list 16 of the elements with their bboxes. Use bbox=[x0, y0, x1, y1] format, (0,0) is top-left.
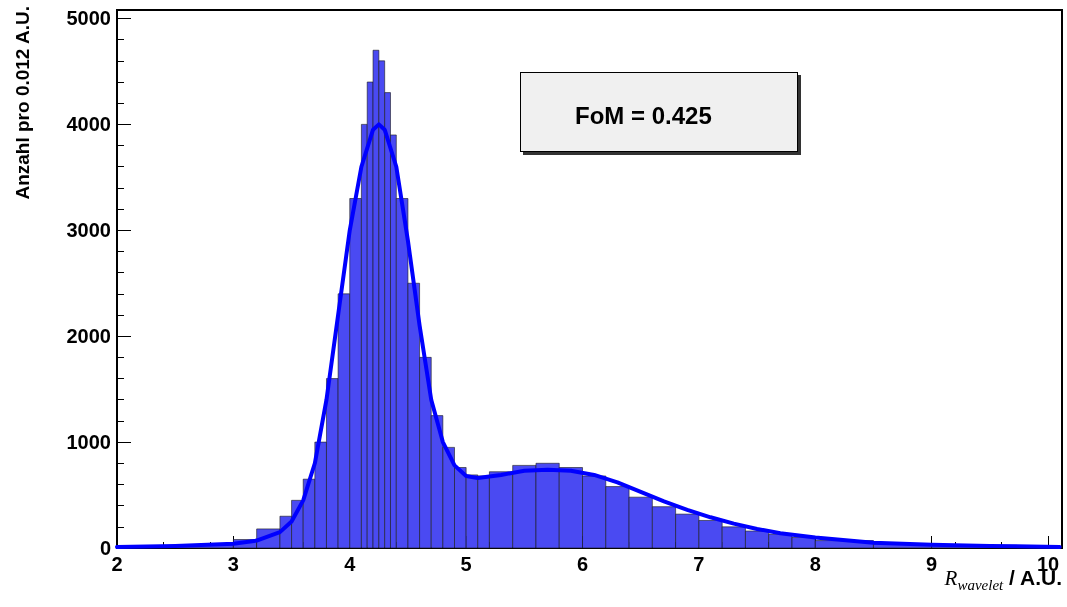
y-tick-label: 4000 bbox=[66, 113, 111, 136]
y-tick-label: 5000 bbox=[66, 7, 111, 30]
y-tick-label: 1000 bbox=[66, 431, 111, 454]
x-tick-label: 2 bbox=[111, 553, 123, 575]
annotation: FoM = 0.425 bbox=[575, 101, 712, 129]
y-tick-label: 0 bbox=[99, 537, 111, 559]
x-tick-label: 4 bbox=[344, 553, 357, 575]
x-tick-label: 9 bbox=[926, 553, 938, 575]
x-tick-label: 5 bbox=[460, 553, 472, 575]
y-axis-title: Anzahl pro 0.012 A.U. bbox=[11, 6, 33, 200]
x-tick-label: 6 bbox=[576, 553, 589, 575]
x-tick-label: 8 bbox=[809, 553, 821, 575]
x-tick-label: 3 bbox=[227, 553, 239, 575]
y-tick-label: 3000 bbox=[66, 219, 111, 242]
x-tick-label: 7 bbox=[693, 553, 705, 575]
y-tick-label: 2000 bbox=[66, 325, 111, 348]
